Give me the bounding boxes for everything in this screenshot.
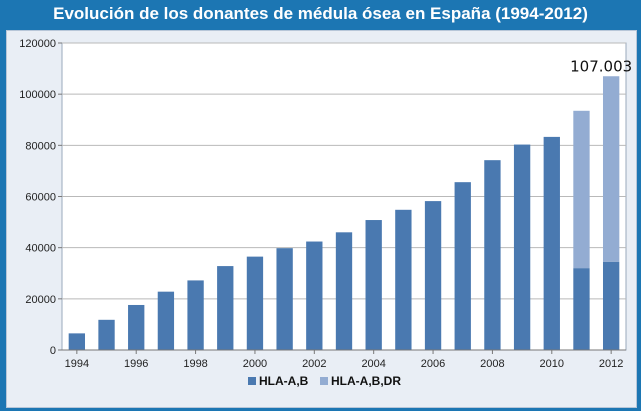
x-tick-label: 2012	[599, 358, 623, 370]
y-tick-label: 20000	[25, 294, 56, 306]
x-tick-label: 1998	[183, 358, 207, 370]
y-tick-label: 0	[50, 345, 56, 357]
bar-hla-a-b-2006	[424, 201, 442, 350]
y-tick-label: 40000	[25, 243, 56, 255]
bar-hla-a-b-1997	[157, 291, 175, 350]
x-tick-label: 2002	[302, 358, 326, 370]
bar-hla-a-b-1998	[187, 280, 204, 350]
x-tick-label: 2004	[361, 358, 385, 370]
bar-hla-a-b-dr-2012	[602, 76, 620, 262]
x-tick-label: 1996	[124, 358, 148, 370]
x-tick-label: 2000	[243, 358, 267, 370]
bar-hla-a-b-2010	[543, 136, 560, 350]
bar-hla-a-b-1994	[68, 333, 86, 350]
x-tick-label: 2008	[480, 358, 504, 370]
x-tick-label: 1994	[65, 358, 89, 370]
bar-hla-a-b-2012	[602, 261, 620, 350]
bar-hla-a-b-2002	[306, 241, 323, 350]
bar-hla-a-b-2000	[246, 256, 264, 350]
legend-swatch-hla-a-b-dr	[320, 377, 328, 385]
bar-hla-a-b-2008	[484, 160, 501, 350]
bar-hla-a-b-2007	[454, 182, 471, 350]
x-tick-label: 2010	[540, 358, 564, 370]
y-tick-label: 80000	[25, 140, 56, 152]
y-tick-label: 100000	[19, 89, 56, 101]
chart-title: Evolución de los donantes de médula ósea…	[53, 4, 588, 23]
y-tick-label: 60000	[25, 192, 56, 204]
bar-hla-a-b-2003	[335, 232, 353, 350]
y-tick-label: 120000	[19, 38, 56, 50]
x-tick-label: 2006	[421, 358, 445, 370]
legend-label-hla-a-b-dr: HLA-A,B,DR	[331, 374, 401, 388]
bar-hla-a-b-2011	[573, 268, 590, 350]
legend-swatch-hla-a-b	[248, 377, 256, 385]
bar-hla-a-b-2009	[513, 144, 531, 350]
bar-hla-a-b-2001	[276, 248, 293, 350]
legend-label-hla-a-b: HLA-A,B	[259, 374, 309, 388]
bar-hla-a-b-1995	[98, 319, 115, 350]
bar-hla-a-b-2005	[395, 209, 412, 350]
bar-hla-a-b-1999	[217, 266, 234, 350]
bar-hla-a-b-1996	[128, 304, 145, 350]
bar-hla-a-b-2004	[365, 220, 382, 350]
bar-hla-a-b-dr-2011	[573, 110, 590, 269]
annotation-total: 107.003	[570, 57, 632, 75]
